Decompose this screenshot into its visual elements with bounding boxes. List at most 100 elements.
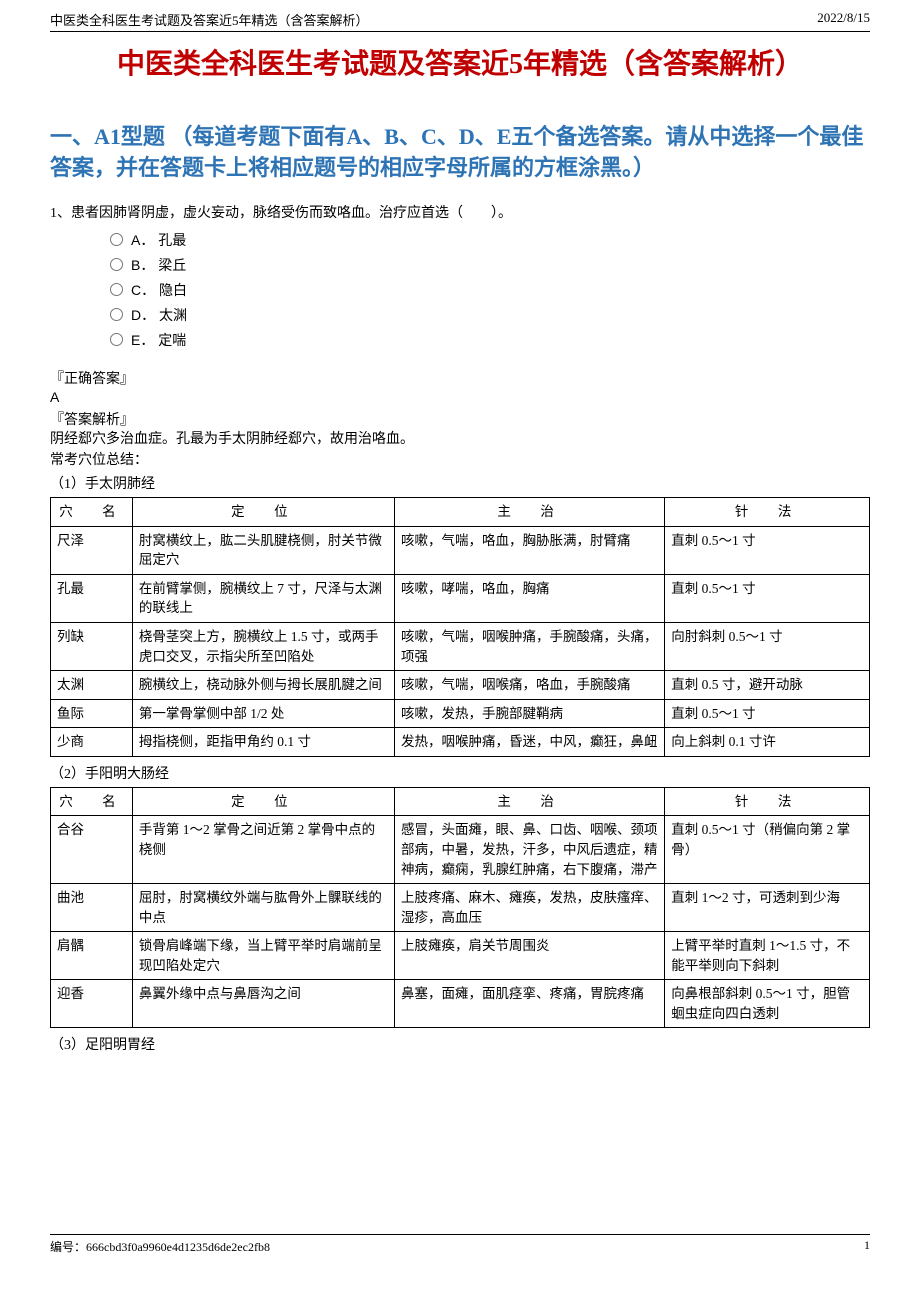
table-cell: 咳嗽，气喘，咽喉痛，咯血，手腕酸痛 (394, 671, 664, 700)
table-cell: 太渊 (51, 671, 133, 700)
table-cell: 鼻翼外缘中点与鼻唇沟之间 (132, 980, 394, 1028)
question-text: 1、患者因肺肾阴虚，虚火妄动，脉络受伤而致咯血。治疗应首选（ ）。 (50, 202, 870, 222)
table-row: 曲池屈肘，肘窝横纹外端与肱骨外上髁联线的中点上肢疼痛、麻木、瘫痪，发热，皮肤瘙痒… (51, 884, 870, 932)
header-left: 中医类全科医生考试题及答案近5年精选（含答案解析） (50, 10, 369, 29)
header-right: 2022/8/15 (817, 10, 870, 29)
table-row: 列缺桡骨茎突上方，腕横纹上 1.5 寸，或两手虎口交叉，示指尖所至凹陷处咳嗽，气… (51, 623, 870, 671)
table-cell: 迎香 (51, 980, 133, 1028)
table-cell: 向上斜刺 0.1 寸许 (665, 728, 870, 757)
option-e[interactable]: E． 定喘 (110, 330, 870, 350)
option-d[interactable]: D． 太渊 (110, 305, 870, 325)
main-title: 中医类全科医生考试题及答案近5年精选（含答案解析） (50, 42, 870, 82)
table-cell: 列缺 (51, 623, 133, 671)
table-cell: 肩髃 (51, 932, 133, 980)
table-cell: 腕横纹上，桡动脉外侧与拇长展肌腱之间 (132, 671, 394, 700)
th-indication: 主 治 (394, 787, 664, 816)
table-cell: 肘窝横纹上，肱二头肌腱桡侧，肘关节微屈定穴 (132, 526, 394, 574)
th-method: 针 法 (665, 787, 870, 816)
table-cell: 直刺 0.5 寸，避开动脉 (665, 671, 870, 700)
table-cell: 拇指桡侧，距指甲角约 0.1 寸 (132, 728, 394, 757)
summary-label: 常考穴位总结： (50, 451, 870, 471)
table-row: 肩髃锁骨肩峰端下缘，当上臂平举时肩端前呈现凹陷处定穴上肢瘫痪，肩关节周围炎上臂平… (51, 932, 870, 980)
table-cell: 向鼻根部斜刺 0.5～1 寸，胆管蛔虫症向四白透刺 (665, 980, 870, 1028)
table-cell: 直刺 0.5～1 寸 (665, 699, 870, 728)
option-b-text: 梁丘 (158, 255, 186, 275)
table-cell: 鼻塞，面瘫，面肌痉挛、疼痛，胃脘疼痛 (394, 980, 664, 1028)
table-cell: 直刺 1～2 寸，可透刺到少海 (665, 884, 870, 932)
th-name: 穴 名 (51, 787, 133, 816)
table1-caption: （1）手太阴肺经 (50, 473, 870, 493)
th-location: 定 位 (132, 498, 394, 527)
option-a-radio[interactable] (110, 233, 123, 246)
table-cell: 咳嗽，气喘，咽喉肿痛，手腕酸痛，头痛，项强 (394, 623, 664, 671)
table-header-row: 穴 名 定 位 主 治 针 法 (51, 787, 870, 816)
table-cell: 孔最 (51, 574, 133, 622)
table-row: 太渊腕横纹上，桡动脉外侧与拇长展肌腱之间咳嗽，气喘，咽喉痛，咯血，手腕酸痛直刺 … (51, 671, 870, 700)
table3-caption: （3）足阳明胃经 (50, 1034, 870, 1054)
table-row: 少商拇指桡侧，距指甲角约 0.1 寸发热，咽喉肿痛，昏迷，中风，癫狂，鼻衄向上斜… (51, 728, 870, 757)
table-row: 迎香鼻翼外缘中点与鼻唇沟之间鼻塞，面瘫，面肌痉挛、疼痛，胃脘疼痛向鼻根部斜刺 0… (51, 980, 870, 1028)
option-e-text: 定喘 (158, 330, 186, 350)
th-indication: 主 治 (394, 498, 664, 527)
analysis-text: 阴经郄穴多治血症。孔最为手太阴肺经郄穴，故用治咯血。 (50, 430, 870, 450)
table-cell: 上肢疼痛、麻木、瘫痪，发热，皮肤瘙痒、湿疹，高血压 (394, 884, 664, 932)
table-row: 孔最在前臂掌侧，腕横纹上 7 寸，尺泽与太渊的联线上咳嗽，哮喘，咯血，胸痛直刺 … (51, 574, 870, 622)
table-cell: 咳嗽，发热，手腕部腱鞘病 (394, 699, 664, 728)
table-lung-meridian: 穴 名 定 位 主 治 针 法 尺泽肘窝横纹上，肱二头肌腱桡侧，肘关节微屈定穴咳… (50, 497, 870, 757)
section-title: 一、A1型题 （每道考题下面有A、B、C、D、E五个备选答案。请从中选择一个最佳… (50, 122, 870, 184)
table-cell: 咳嗽，气喘，咯血，胸胁胀满，肘臂痛 (394, 526, 664, 574)
th-name: 穴 名 (51, 498, 133, 527)
table-row: 尺泽肘窝横纹上，肱二头肌腱桡侧，肘关节微屈定穴咳嗽，气喘，咯血，胸胁胀满，肘臂痛… (51, 526, 870, 574)
table-row: 鱼际第一掌骨掌侧中部 1/2 处咳嗽，发热，手腕部腱鞘病直刺 0.5～1 寸 (51, 699, 870, 728)
table-cell: 直刺 0.5～1 寸（稍偏向第 2 掌骨） (665, 816, 870, 884)
page-header: 中医类全科医生考试题及答案近5年精选（含答案解析） 2022/8/15 (50, 10, 870, 32)
options-group: A． 孔最 B． 梁丘 C． 隐白 D． 太渊 E． 定喘 (110, 230, 870, 350)
option-a[interactable]: A． 孔最 (110, 230, 870, 250)
table-cell: 手背第 1～2 掌骨之间近第 2 掌骨中点的桡侧 (132, 816, 394, 884)
table-header-row: 穴 名 定 位 主 治 针 法 (51, 498, 870, 527)
correct-answer-label: 『正确答案』 (50, 368, 870, 388)
table-cell: 鱼际 (51, 699, 133, 728)
table-cell: 桡骨茎突上方，腕横纹上 1.5 寸，或两手虎口交叉，示指尖所至凹陷处 (132, 623, 394, 671)
table-cell: 直刺 0.5～1 寸 (665, 574, 870, 622)
option-a-text: 孔最 (158, 230, 186, 250)
table-cell: 咳嗽，哮喘，咯血，胸痛 (394, 574, 664, 622)
th-location: 定 位 (132, 787, 394, 816)
table-cell: 在前臂掌侧，腕横纹上 7 寸，尺泽与太渊的联线上 (132, 574, 394, 622)
th-method: 针 法 (665, 498, 870, 527)
correct-answer-value: A (50, 389, 870, 405)
option-c[interactable]: C． 隐白 (110, 280, 870, 300)
footer-left: 编号：666cbd3f0a9960e4d1235d6de2ec2fb8 (50, 1238, 270, 1255)
table-cell: 感冒，头面瘫，眼、鼻、口齿、咽喉、颈项部病，中暑，发热，汗多，中风后遗症，精神病… (394, 816, 664, 884)
table-cell: 曲池 (51, 884, 133, 932)
table-cell: 屈肘，肘窝横纹外端与肱骨外上髁联线的中点 (132, 884, 394, 932)
option-b-letter: B． (131, 255, 154, 275)
table-cell: 发热，咽喉肿痛，昏迷，中风，癫狂，鼻衄 (394, 728, 664, 757)
option-d-text: 太渊 (159, 305, 187, 325)
table2-caption: （2）手阳明大肠经 (50, 763, 870, 783)
table-row: 合谷手背第 1～2 掌骨之间近第 2 掌骨中点的桡侧感冒，头面瘫，眼、鼻、口齿、… (51, 816, 870, 884)
option-e-letter: E． (131, 330, 154, 350)
option-a-letter: A． (131, 230, 154, 250)
table-cell: 锁骨肩峰端下缘，当上臂平举时肩端前呈现凹陷处定穴 (132, 932, 394, 980)
option-d-radio[interactable] (110, 308, 123, 321)
option-b-radio[interactable] (110, 258, 123, 271)
table-cell: 少商 (51, 728, 133, 757)
table-cell: 合谷 (51, 816, 133, 884)
table-cell: 尺泽 (51, 526, 133, 574)
analysis-label: 『答案解析』 (50, 409, 870, 429)
option-c-radio[interactable] (110, 283, 123, 296)
table-li-meridian: 穴 名 定 位 主 治 针 法 合谷手背第 1～2 掌骨之间近第 2 掌骨中点的… (50, 787, 870, 1029)
option-c-text: 隐白 (159, 280, 187, 300)
page-footer: 编号：666cbd3f0a9960e4d1235d6de2ec2fb8 1 (50, 1234, 870, 1255)
table-cell: 直刺 0.5～1 寸 (665, 526, 870, 574)
footer-right: 1 (864, 1238, 870, 1255)
option-c-letter: C． (131, 280, 155, 300)
option-d-letter: D． (131, 305, 155, 325)
table-cell: 第一掌骨掌侧中部 1/2 处 (132, 699, 394, 728)
option-b[interactable]: B． 梁丘 (110, 255, 870, 275)
table-cell: 上肢瘫痪，肩关节周围炎 (394, 932, 664, 980)
option-e-radio[interactable] (110, 333, 123, 346)
table-cell: 向肘斜刺 0.5～1 寸 (665, 623, 870, 671)
table-cell: 上臂平举时直刺 1～1.5 寸，不能平举则向下斜刺 (665, 932, 870, 980)
